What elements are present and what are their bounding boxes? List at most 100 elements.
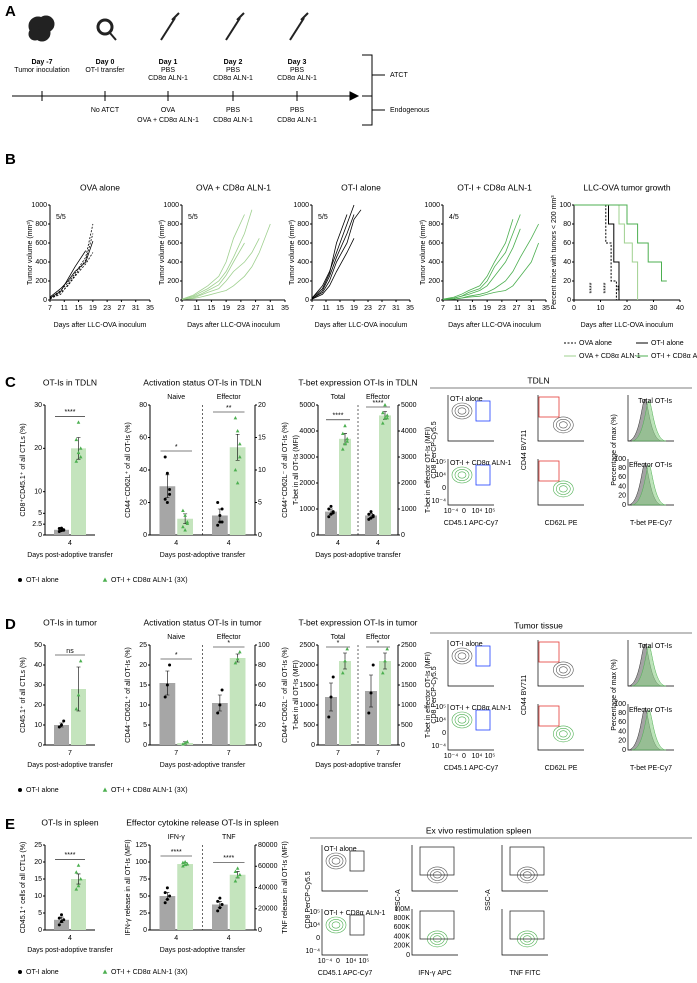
- x-tick-label: 0: [572, 305, 576, 312]
- data-point: [76, 420, 81, 424]
- flow-hist-tick: 100: [614, 701, 626, 708]
- y-tick-label: 2500: [299, 642, 315, 649]
- gate: [538, 460, 560, 482]
- data-point: [60, 913, 63, 917]
- y-axis-label: CD8⁺CD45.1⁺ of all CTLs (%): [20, 423, 27, 516]
- y-tick-label: 30: [34, 402, 42, 409]
- y-tick-label: 15: [34, 876, 42, 883]
- y-tick-label: 20: [139, 499, 147, 506]
- data-point: [165, 501, 169, 504]
- data-point: [78, 877, 83, 881]
- data-point: [220, 688, 224, 692]
- data-point: [233, 869, 238, 873]
- y2-tick-label: 15: [258, 434, 266, 441]
- endogenous-label: PBS: [290, 107, 304, 114]
- y2-tick-label: 20: [258, 722, 266, 729]
- y-tick-label: 2.5: [32, 521, 42, 528]
- y2-tick-label: 5: [258, 499, 262, 506]
- density-contour: [555, 418, 571, 431]
- y-axis-label: Tumor volume (mm³): [289, 220, 296, 285]
- event-label: Tumor inoculation: [14, 67, 69, 74]
- y-tick-label: 30: [34, 682, 42, 689]
- bar: [325, 697, 337, 745]
- error-bar: [235, 433, 240, 461]
- y2-tick-label: 500: [401, 722, 413, 729]
- flow-x-tick: 10⁴: [346, 958, 357, 965]
- data-point: [345, 436, 349, 441]
- data-point: [62, 528, 66, 532]
- y2-tick-label: 1500: [401, 682, 417, 689]
- x-tick-label: 27: [252, 305, 260, 312]
- group-label: Naive: [167, 394, 185, 401]
- x-tick-label: 20: [623, 305, 631, 312]
- data-point: [220, 507, 224, 511]
- data-point: [163, 901, 167, 905]
- x-tick-label: 31: [266, 305, 274, 312]
- y2-tick-label: 5000: [401, 402, 417, 409]
- timeline-axis: [12, 54, 385, 126]
- y-axis-label: CD45.1⁺ of all CTLs (%): [20, 657, 27, 733]
- data-point: [168, 663, 172, 667]
- y-tick-label: 20: [34, 445, 42, 452]
- density-contour: [457, 716, 467, 724]
- histogram: [631, 400, 667, 442]
- flow-hist-tick: 1,0M: [394, 906, 410, 913]
- panel-label: D: [5, 616, 16, 633]
- y-tick-label: 4000: [299, 428, 315, 435]
- data-point: [233, 879, 238, 883]
- density-contour: [558, 730, 568, 738]
- event-label: CD8α ALN-1: [213, 75, 253, 82]
- data-point: [345, 647, 349, 651]
- flow-y-label: CD8 PerCP-Cy5.5: [431, 666, 438, 723]
- y-tick-label: 75: [139, 876, 147, 883]
- bar: [379, 415, 391, 535]
- tumor-line: [181, 242, 245, 300]
- x-tick-label: 35: [146, 305, 154, 312]
- data-point: [165, 471, 169, 475]
- bar: [54, 919, 69, 930]
- data-point: [329, 512, 333, 516]
- density-contour: [552, 725, 574, 743]
- y-tick-label: 10: [34, 722, 42, 729]
- data-point: [168, 488, 172, 491]
- significance: **: [226, 405, 232, 412]
- chart-title: OVA + CD8α ALN-1: [196, 182, 271, 192]
- x-axis-label: Days after LLC-OVA inoculum: [448, 322, 541, 329]
- chart-title: Activation status OT-Is in TDLN: [143, 377, 261, 387]
- flow-axes: [411, 845, 458, 892]
- y-tick-label: 25: [139, 910, 147, 917]
- flow-hist-tick: 800K: [394, 915, 411, 922]
- group-label: Naive: [167, 634, 185, 641]
- event-label: CD8α ALN-1: [148, 75, 188, 82]
- chart-title: T-bet expression OT-Is in tumor: [298, 617, 417, 627]
- y2-tick-label: 0: [258, 532, 262, 539]
- endogenous-label: No ATCT: [91, 107, 120, 114]
- data-point: [341, 671, 345, 675]
- y-tick-label: 40: [34, 662, 42, 669]
- flow-y-label: CD44 BV711: [521, 430, 528, 470]
- flow-title: TDLN: [527, 375, 549, 385]
- y-tick-label: 20: [139, 662, 147, 669]
- data-point: [343, 659, 347, 663]
- y2-tick-label: 20: [258, 402, 266, 409]
- data-point: [74, 437, 79, 442]
- group-label: Effector: [217, 394, 242, 401]
- legend-marker: [102, 969, 108, 974]
- flow-y-tick: 10⁻⁴: [306, 948, 321, 955]
- x-tick-label: 4: [68, 540, 72, 547]
- data-point: [329, 695, 333, 699]
- endogenous-label: OVA + CD8α ALN-1: [137, 117, 199, 124]
- flow-y-tick: 0: [442, 730, 446, 737]
- density-contour: [558, 485, 568, 493]
- tumor-line: [442, 219, 514, 300]
- data-point: [57, 923, 61, 927]
- data-point: [220, 520, 224, 524]
- x-tick-label: 35: [406, 305, 414, 312]
- group-label: ATCT: [390, 72, 408, 79]
- significance: *: [175, 444, 178, 451]
- x-tick-label: 11: [322, 305, 329, 312]
- y-tick-label: 40: [563, 259, 571, 266]
- data-point: [183, 741, 187, 745]
- density-contour: [331, 921, 341, 929]
